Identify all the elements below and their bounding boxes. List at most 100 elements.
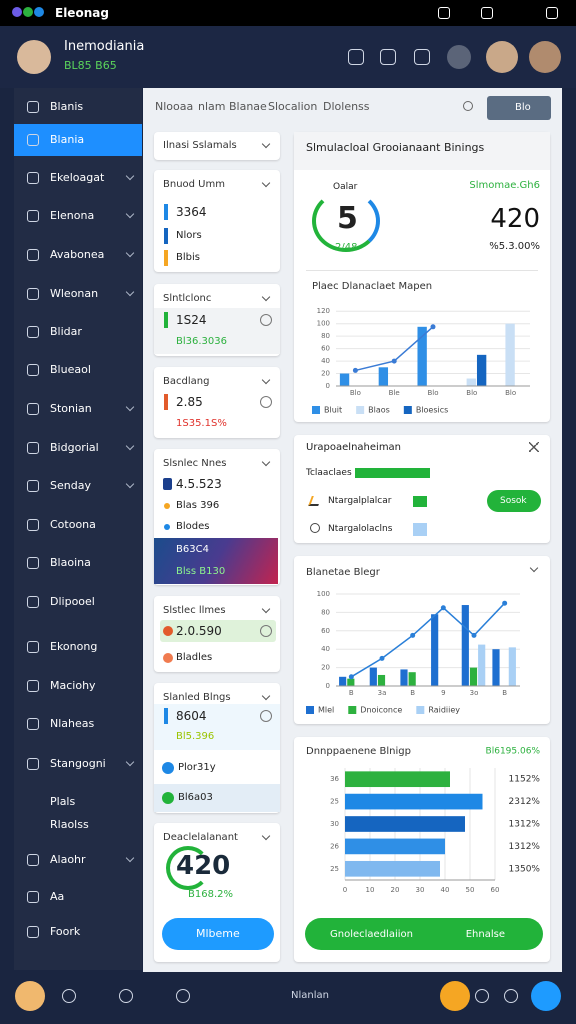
- nav-icon[interactable]: [504, 989, 518, 1003]
- sidebar-item[interactable]: Elenona: [50, 209, 95, 222]
- toolbar-tab[interactable]: nlam Blanae: [198, 100, 267, 113]
- user-subtitle: BL85 B65: [64, 59, 117, 72]
- sidebar-item[interactable]: Ekeloagat: [50, 171, 105, 184]
- sidebar-item[interactable]: Blanis: [50, 100, 84, 113]
- sidebar-item[interactable]: Avabonea: [50, 248, 105, 261]
- sidebar-icon: [27, 249, 39, 261]
- sidebar-icon: [27, 680, 39, 692]
- nav-icon[interactable]: [62, 989, 76, 1003]
- row-highlight: [160, 620, 276, 642]
- toolbar-tab[interactable]: Dlolenss: [323, 100, 370, 113]
- row-dot: [162, 792, 174, 804]
- sidebar-item[interactable]: Foork: [50, 925, 81, 938]
- row-text: 4.5.523: [176, 477, 222, 491]
- bottom-bar: [0, 972, 576, 1024]
- row-action[interactable]: [260, 396, 272, 408]
- header-icon[interactable]: [414, 49, 430, 65]
- card-title: Bacdlang: [163, 376, 210, 387]
- avatar[interactable]: [529, 41, 561, 73]
- status-icon[interactable]: [481, 7, 493, 19]
- nav-button[interactable]: [531, 981, 561, 1011]
- app-name: Eleonag: [55, 6, 109, 20]
- sidebar-item[interactable]: Blidar: [50, 325, 82, 338]
- status-bar: [0, 0, 576, 26]
- avatar[interactable]: [17, 40, 51, 74]
- row-indicator: [164, 708, 168, 724]
- sidebar-item[interactable]: Alaohr: [50, 853, 86, 866]
- toolbar-button-label[interactable]: Blo: [515, 102, 531, 113]
- sidebar-active: [14, 124, 142, 156]
- avatar[interactable]: [486, 41, 518, 73]
- sidebar-item[interactable]: Bidgorial: [50, 441, 99, 454]
- sidebar-icon: [27, 596, 39, 608]
- sidebar-icon: [27, 326, 39, 338]
- success-button-label[interactable]: Sosok: [500, 496, 527, 506]
- sidebar-icon: [27, 557, 39, 569]
- toolbar-tab[interactable]: Nlooaa: [155, 100, 194, 113]
- sidebar-icon: [27, 134, 39, 146]
- toolbar-button[interactable]: [487, 96, 551, 120]
- user-name: Inemodiania: [64, 39, 145, 54]
- sidebar-item[interactable]: Plals: [50, 795, 76, 808]
- sidebar-item[interactable]: Nlaheas: [50, 717, 95, 730]
- row-dot: [164, 524, 170, 530]
- card-title[interactable]: Ilnasi Sslamals: [163, 140, 237, 151]
- row-action[interactable]: [260, 314, 272, 326]
- sidebar-item[interactable]: Aa: [50, 890, 65, 903]
- gauge-sub: 2/48: [335, 242, 358, 253]
- sidebar-item[interactable]: Blaoina: [50, 556, 91, 569]
- toolbar-tab[interactable]: Slocalion: [268, 100, 318, 113]
- row-text: Plor31y: [178, 762, 216, 773]
- sidebar-item[interactable]: Senday: [50, 479, 91, 492]
- status-icon[interactable]: [546, 7, 558, 19]
- card: [154, 170, 280, 272]
- list-icon: [310, 523, 320, 533]
- sidebar-item[interactable]: Stangogni: [50, 757, 106, 770]
- card-header-bg: [294, 132, 550, 170]
- sidebar: [14, 88, 142, 970]
- row-dot: [162, 762, 174, 774]
- sidebar-item[interactable]: Maciohy: [50, 679, 96, 692]
- nav-button[interactable]: [440, 981, 470, 1011]
- header-icon[interactable]: [380, 49, 396, 65]
- sidebar-icon: [27, 480, 39, 492]
- header-icon[interactable]: [447, 45, 471, 69]
- status-icon[interactable]: [438, 7, 450, 19]
- sidebar-item[interactable]: Dlipooel: [50, 595, 95, 608]
- close-icon[interactable]: [529, 442, 539, 452]
- list-bar: [413, 523, 427, 536]
- sidebar-item[interactable]: Rlaolss: [50, 818, 89, 831]
- primary-button-label[interactable]: Mlbeme: [196, 927, 240, 940]
- nav-icon[interactable]: [176, 989, 190, 1003]
- bottom-label: Nlanlan: [291, 990, 329, 1001]
- row-action[interactable]: [260, 710, 272, 722]
- header: [0, 26, 576, 88]
- row-text: 3364: [176, 205, 207, 219]
- sidebar-item[interactable]: Wleonan: [50, 287, 99, 300]
- big-value: 420: [176, 851, 231, 881]
- sidebar-item[interactable]: Cotoona: [50, 518, 96, 531]
- sidebar-item[interactable]: Ekonong: [50, 640, 98, 653]
- row-highlight: [154, 704, 280, 750]
- card: [294, 132, 550, 422]
- list-row: Ntargalolaclns: [328, 524, 393, 534]
- sidebar-icon: [27, 172, 39, 184]
- header-icon[interactable]: [348, 49, 364, 65]
- nav-icon[interactable]: [119, 989, 133, 1003]
- nav-icon[interactable]: [475, 989, 489, 1003]
- sidebar-item[interactable]: Stonian: [50, 402, 92, 415]
- search-icon[interactable]: [463, 101, 473, 111]
- sidebar-icon: [27, 854, 39, 866]
- row-text: Blodes: [176, 521, 210, 532]
- primary-button[interactable]: [162, 918, 274, 950]
- row-action[interactable]: [260, 625, 272, 637]
- nav-button[interactable]: [15, 981, 45, 1011]
- sidebar-item[interactable]: Blania: [50, 133, 85, 146]
- sidebar-icon: [27, 758, 39, 770]
- sidebar-icon: [27, 101, 39, 113]
- sidebar-icon: [27, 926, 39, 938]
- sidebar-item[interactable]: Blueaol: [50, 363, 91, 376]
- success-button[interactable]: [487, 490, 541, 512]
- sidebar-icon: [27, 442, 39, 454]
